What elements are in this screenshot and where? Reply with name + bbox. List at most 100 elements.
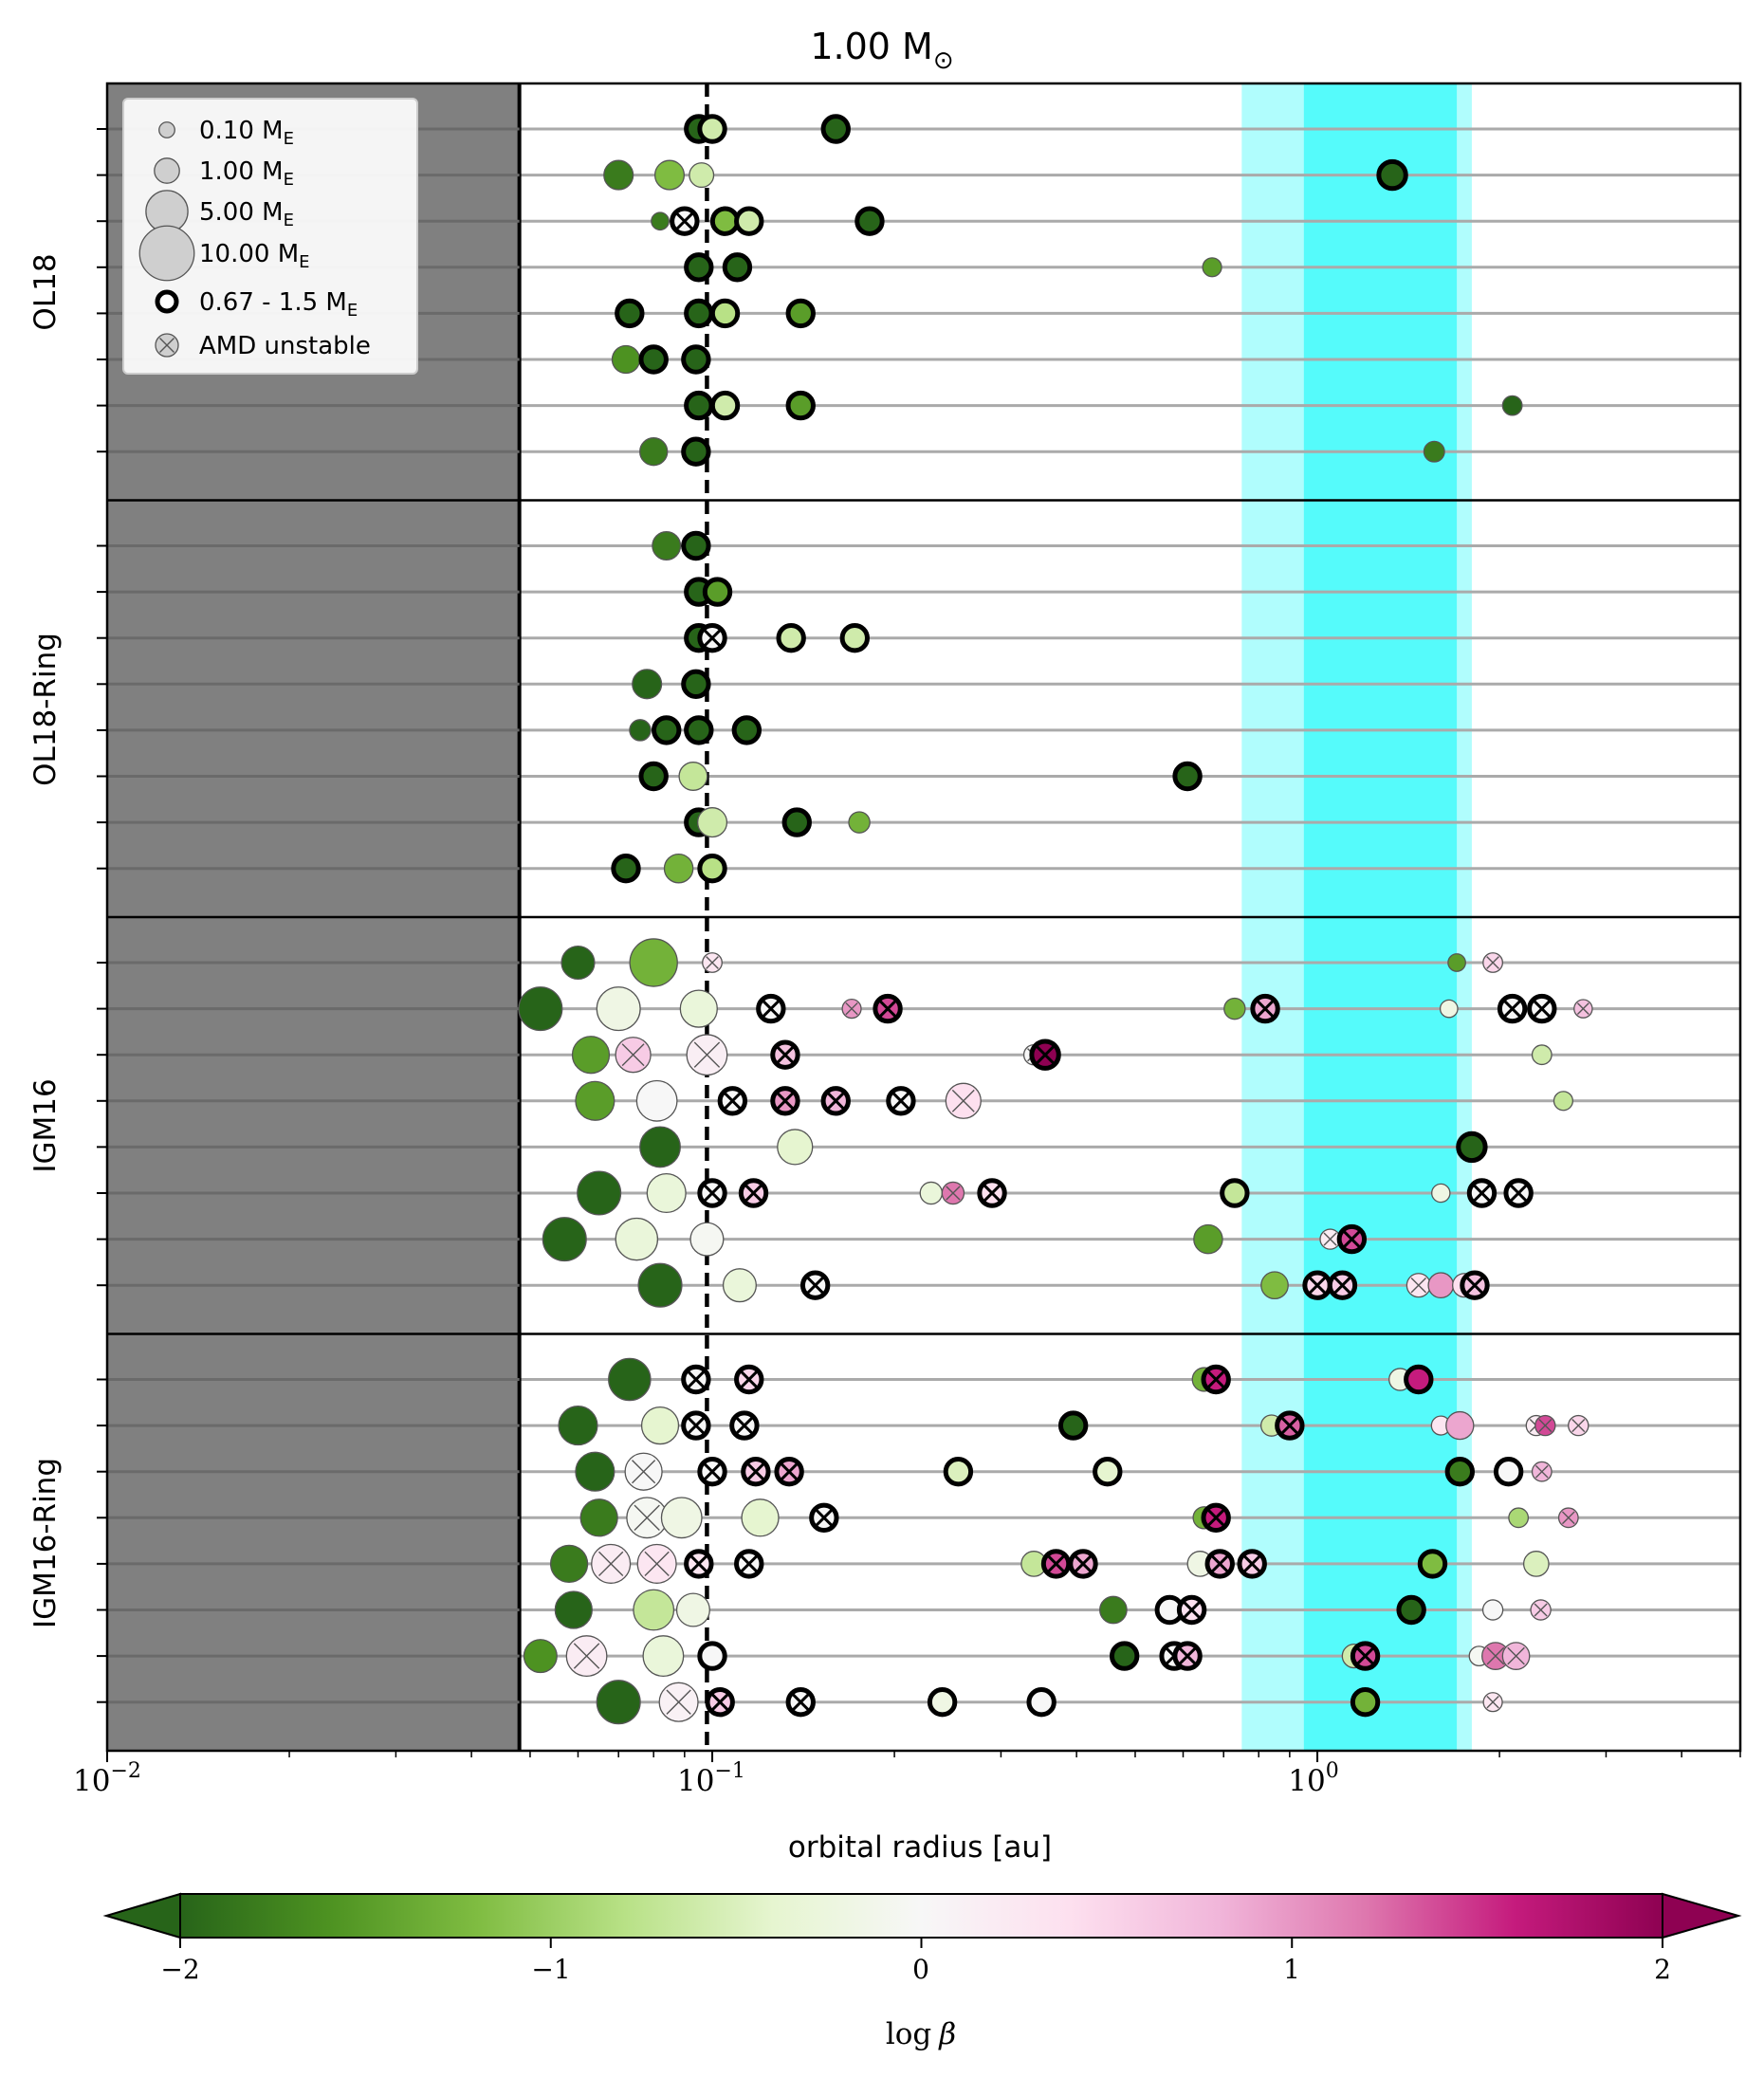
planet [689,1222,725,1257]
planet [1350,1641,1381,1671]
planet [596,986,641,1032]
planet [722,252,753,283]
amd-unstable-cross [689,1554,708,1573]
amd-unstable-cross [1356,1646,1374,1665]
planet [1439,999,1459,1019]
amd-unstable-cross [792,1693,810,1711]
legend-text-1: 1.00 M [199,157,284,186]
planet-marker [596,986,641,1032]
chart-title-sun-symbol: ⊙ [933,46,954,75]
planet-marker [1417,1549,1448,1579]
planet-marker [1553,1091,1574,1112]
amd-unstable-cross [815,1509,834,1527]
planet [776,623,806,653]
colorbar-gradient [179,1893,1663,1939]
planet-marker [577,1170,622,1216]
colorbar-extend-low [102,1892,181,1939]
colorbar-tick-label-1: −1 [531,1954,570,1985]
planet-marker [681,669,711,699]
planet [684,298,714,329]
amd-unstable-cross [1509,1184,1528,1203]
planet [1406,1273,1431,1298]
legend-label-1: 1.00 ME [199,157,294,190]
amd-unstable-cross [1534,1603,1548,1617]
planet [1109,1641,1140,1671]
planet [678,762,708,791]
planet-marker [722,1268,757,1303]
planet-marker [639,1126,681,1168]
planet [781,807,812,837]
planet [731,715,763,745]
amd-unstable-cross [740,1370,758,1388]
planet-marker [919,1181,944,1205]
colorbar: −2 −1 0 1 2 log β [102,1892,1742,2051]
planet-marker [684,390,714,421]
planet [629,938,678,987]
planet-marker [684,252,714,283]
planet [663,853,694,884]
planet [839,623,870,653]
planet [684,390,714,421]
planet [756,993,786,1024]
planet [635,1079,678,1122]
x-tick-base-1: 10 [677,1764,714,1798]
planet [770,1086,800,1116]
planet [1172,1641,1203,1671]
planet [1445,1410,1475,1441]
planet [927,1687,958,1718]
planet-marker [635,1079,678,1122]
planet [977,1178,1007,1208]
planet-marker [722,252,753,283]
planet-marker [638,761,669,792]
planet-marker [684,715,714,745]
planet-marker [675,1592,710,1627]
planet [820,1086,851,1116]
amd-unstable-cross [1210,1554,1229,1573]
planet-marker [1093,1457,1123,1487]
amd-unstable-cross [1206,1509,1225,1527]
planet [1302,1270,1332,1300]
planet-marker [781,807,812,837]
planet [820,114,851,144]
planet [1172,761,1203,792]
planet-marker [681,530,711,561]
amd-unstable-cross [687,1370,706,1388]
planet-marker [1202,257,1222,278]
planet [1057,1410,1089,1441]
legend-size-marker [154,157,180,184]
colorbar-tick-label-0: −2 [160,1954,199,1985]
legend-earthlike-marker [155,289,179,314]
planet-marker [1444,1457,1476,1487]
planet [785,298,816,329]
amd-unstable-cross [675,211,694,230]
planet [702,952,723,973]
chart-title-main: 1.00 M [810,26,932,67]
planet [686,1034,728,1076]
planet [518,986,563,1032]
planet-marker [1193,1223,1223,1255]
amd-unstable-cross [1576,1002,1589,1016]
planet [1460,1270,1490,1300]
planet-marker [1522,1551,1550,1577]
amd-unstable-cross [776,1045,795,1064]
planet [1176,1594,1207,1626]
amd-unstable-cross [1333,1276,1351,1295]
planet [1531,1044,1553,1066]
colorbar-label: log β [886,2017,956,2051]
amd-unstable-cross [598,1551,624,1577]
amd-unstable-cross [724,1092,742,1111]
planet [709,390,741,421]
planet [1350,1687,1381,1718]
amd-unstable-cross [744,1184,763,1203]
planet [1040,1549,1072,1579]
x-tick-label-1: 10−1 [677,1759,745,1798]
planet [575,1080,616,1121]
planet-marker [1447,953,1466,972]
planet [1193,1223,1223,1255]
planet [886,1086,916,1116]
planet-marker [642,1635,685,1678]
planet [611,854,641,884]
planet [770,1039,800,1070]
planet [1093,1457,1123,1487]
colorbar-label-symbol: β [938,2017,956,2051]
